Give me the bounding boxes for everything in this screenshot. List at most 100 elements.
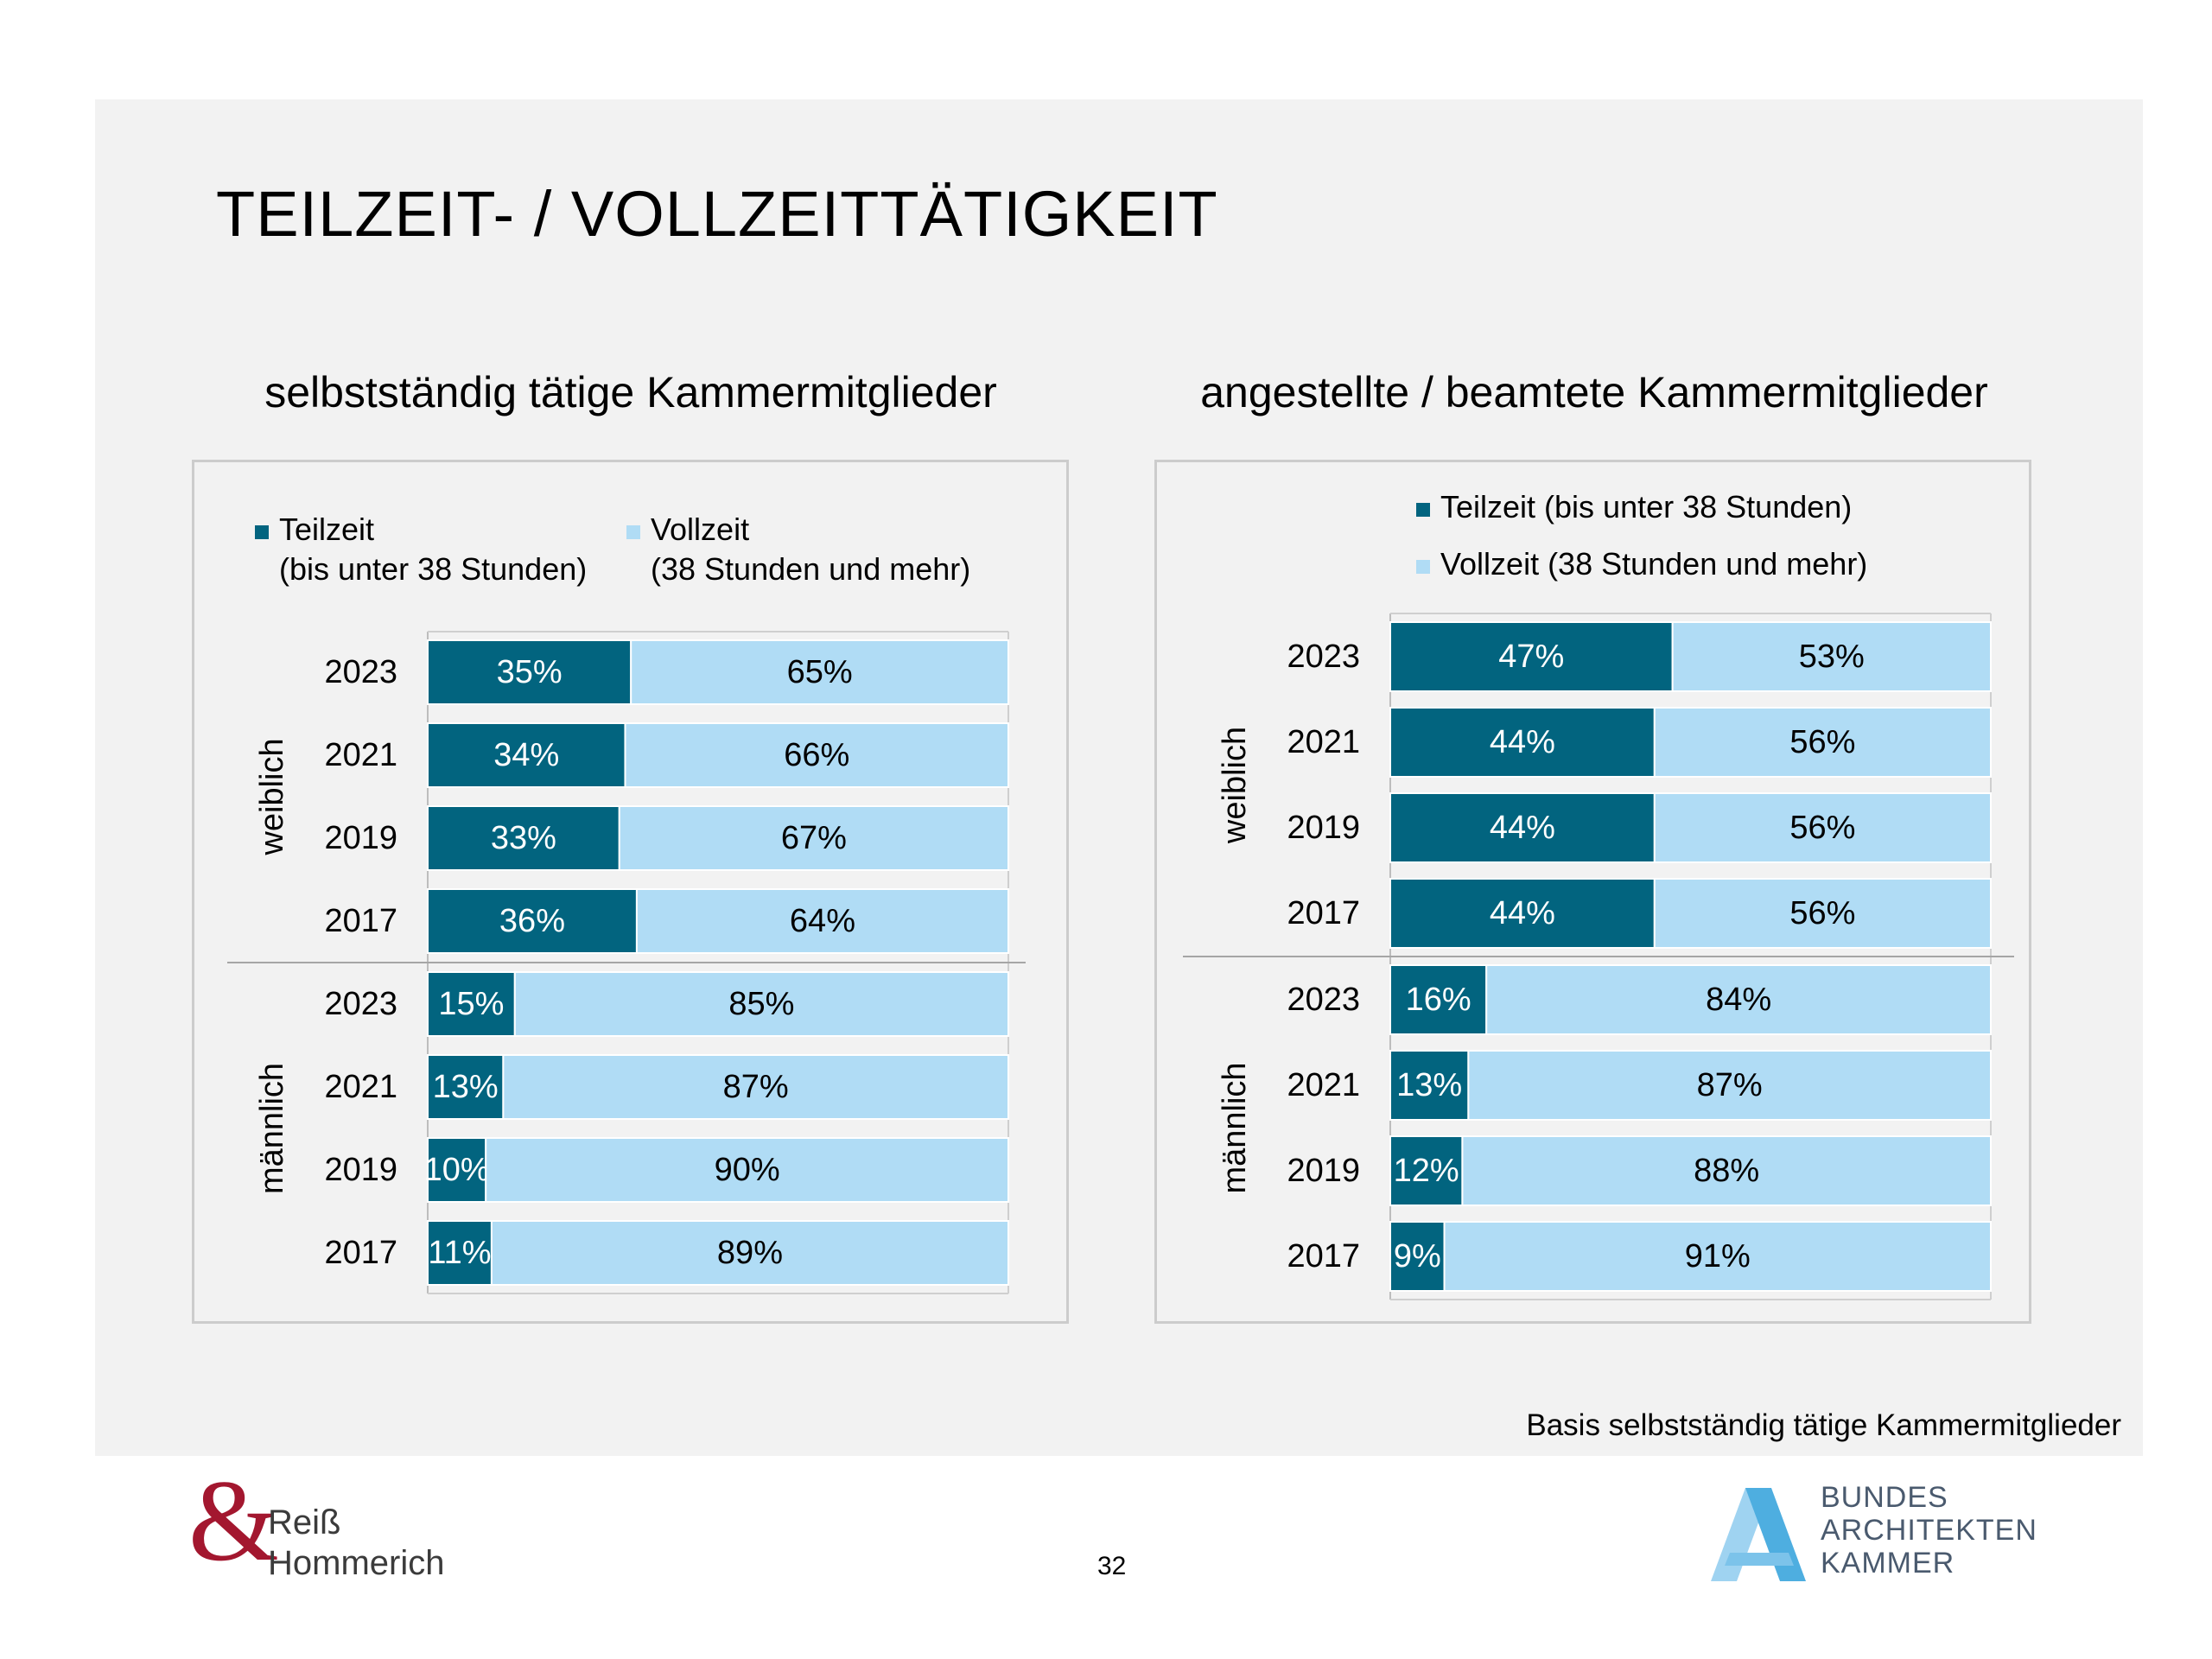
bar-vollzeit	[1485, 964, 1992, 1035]
bar-vollzeit	[485, 1137, 1009, 1203]
category-label: 2023	[324, 986, 397, 1022]
group-label: weiblich	[254, 738, 290, 855]
bar-vollzeit	[624, 722, 1009, 788]
bar-vollzeit	[1461, 1135, 1992, 1206]
data-label: 44%	[1490, 895, 1555, 931]
legend-swatch	[1416, 503, 1430, 517]
data-label: 47%	[1498, 639, 1564, 675]
legend-label: Teilzeit	[279, 512, 374, 547]
bar-teilzeit	[1389, 1221, 1446, 1292]
chart-title-right: angestellte / beamtete Kammermitglieder	[1200, 368, 1988, 416]
legend-label: (38 Stunden und mehr)	[651, 551, 970, 587]
category-label: 2021	[324, 737, 397, 773]
bar-vollzeit	[635, 888, 1009, 954]
data-label: 88%	[1694, 1153, 1759, 1189]
bar-teilzeit	[427, 1054, 505, 1120]
data-label: 53%	[1799, 639, 1865, 675]
data-label: 36%	[499, 903, 565, 939]
group-label: männlich	[254, 1063, 290, 1194]
data-label: 16%	[1406, 982, 1471, 1018]
data-label: 13%	[433, 1069, 499, 1105]
data-label: 33%	[491, 820, 556, 856]
category-label: 2023	[1287, 639, 1360, 675]
footnote: Basis selbstständig tätige Kammermitglie…	[1526, 1408, 2121, 1442]
category-label: 2017	[1287, 1238, 1360, 1274]
legend-label: Vollzeit (38 Stunden und mehr)	[1440, 546, 1867, 582]
data-label: 87%	[1697, 1067, 1763, 1103]
data-label: 89%	[717, 1235, 783, 1271]
bar-vollzeit	[1653, 792, 1992, 863]
legend-swatch	[255, 525, 269, 539]
bar-vollzeit	[502, 1054, 1009, 1120]
data-label: 91%	[1685, 1238, 1751, 1274]
ampersand-logo-mark: &	[188, 1457, 280, 1586]
bar-vollzeit	[1653, 707, 1992, 778]
chart-frame-left: Teilzeit (bis unter 38 Stunden) Vollzeit (3…	[192, 460, 1069, 1324]
bar-teilzeit	[1389, 621, 1674, 692]
category-label: 2017	[324, 1235, 397, 1271]
data-label: 13%	[1396, 1067, 1462, 1103]
bar-teilzeit	[1389, 707, 1656, 778]
bar-vollzeit	[513, 971, 1009, 1037]
data-label: 34%	[493, 737, 559, 773]
data-label: 44%	[1490, 810, 1555, 846]
category-label: 2019	[1287, 1153, 1360, 1189]
data-label: 66%	[784, 737, 849, 773]
slide-title: TEILZEIT- / VOLLZEITTÄTIGKEIT	[216, 178, 1218, 250]
data-label: 90%	[715, 1152, 780, 1188]
chart-title-left: selbstständig tätige Kammermitglieder	[264, 368, 997, 416]
data-label: 84%	[1706, 982, 1771, 1018]
category-label: 2019	[324, 1152, 397, 1188]
data-label: 65%	[787, 654, 853, 690]
data-label: 56%	[1789, 810, 1855, 846]
category-label: 2021	[1287, 1067, 1360, 1103]
bar-vollzeit	[1671, 621, 1993, 692]
logo-right-line3: KAMMER	[1821, 1547, 1955, 1580]
letter-a-logo-mark	[1711, 1488, 1806, 1581]
bar-teilzeit	[427, 1137, 487, 1203]
data-label: 56%	[1789, 895, 1855, 931]
bar-teilzeit	[427, 639, 632, 705]
data-label: 44%	[1490, 724, 1555, 760]
data-label: 12%	[1394, 1153, 1459, 1189]
data-label: 64%	[790, 903, 855, 939]
logo-left-line2: Hommerich	[268, 1544, 445, 1582]
data-label: 10%	[424, 1152, 490, 1188]
data-label: 9%	[1394, 1238, 1441, 1274]
logo-right-line1: BUNDES	[1821, 1481, 1948, 1514]
category-label: 2019	[324, 820, 397, 856]
bar-teilzeit	[427, 888, 638, 954]
bar-teilzeit	[1389, 964, 1488, 1035]
legend-label: Teilzeit (bis unter 38 Stunden)	[1440, 489, 1852, 524]
data-label: 67%	[781, 820, 847, 856]
group-label: weiblich	[1217, 727, 1253, 844]
chart-right: Teilzeit (bis unter 38 Stunden) Vollzeit …	[1183, 489, 2014, 1300]
legend-label: Vollzeit	[651, 512, 749, 547]
group-label: männlich	[1217, 1062, 1253, 1193]
category-label: 2023	[324, 654, 397, 690]
bar-vollzeit	[1653, 878, 1992, 949]
logo-left-line1: Reiß	[268, 1503, 341, 1541]
data-label: 56%	[1789, 724, 1855, 760]
bundesarchitektenkammer-logo: BUNDES ARCHITEKTEN KAMMER	[1707, 1478, 2069, 1590]
bar-vollzeit	[1443, 1221, 1992, 1292]
chart-left: Teilzeit (bis unter 38 Stunden) Vollzeit (3…	[227, 512, 1026, 1294]
category-label: 2017	[1287, 895, 1360, 931]
data-label: 11%	[428, 1235, 491, 1271]
category-label: 2017	[324, 903, 397, 939]
logo-right-line2: ARCHITEKTEN	[1821, 1514, 2037, 1547]
category-label: 2019	[1287, 810, 1360, 846]
bar-vollzeit	[618, 805, 1009, 871]
chart-frame-right: Teilzeit (bis unter 38 Stunden) Vollzeit …	[1154, 460, 2031, 1324]
legend-label: (bis unter 38 Stunden)	[279, 551, 587, 587]
category-label: 2023	[1287, 982, 1360, 1018]
legend-swatch	[1416, 560, 1430, 574]
legend-swatch	[626, 525, 640, 539]
data-label: 87%	[723, 1069, 789, 1105]
bar-vollzeit	[630, 639, 1009, 705]
category-label: 2021	[1287, 724, 1360, 760]
bar-teilzeit	[427, 1220, 493, 1286]
data-label: 15%	[438, 986, 504, 1022]
data-label: 35%	[497, 654, 563, 690]
bar-vollzeit	[1467, 1050, 1993, 1121]
